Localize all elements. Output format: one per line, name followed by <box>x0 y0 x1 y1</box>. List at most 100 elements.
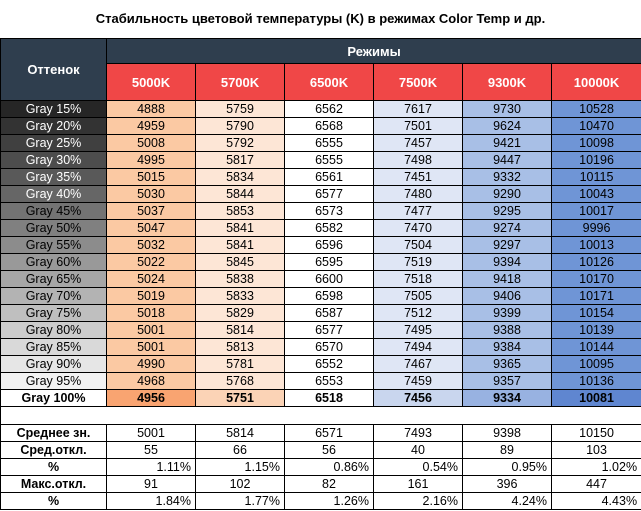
temperature-cell: 6595 <box>284 253 374 271</box>
table-row: Gray 95% 4968 5768 6553 7459 9357 10136 <box>0 372 641 390</box>
temperature-cell: 10115 <box>550 168 641 186</box>
temperature-cell: 6518 <box>284 389 374 407</box>
temperature-cell: 4995 <box>106 151 196 169</box>
temperature-cell: 5037 <box>106 202 196 220</box>
temperature-cell: 7504 <box>373 236 463 254</box>
stats-cell: 1.15% <box>195 458 285 476</box>
temperature-cell: 4968 <box>106 372 196 390</box>
stats-body: Среднее зн. 5001 5814 6571 7493 9398 10150 Сред… <box>0 406 641 510</box>
temperature-cell: 10043 <box>550 185 641 203</box>
separator-row <box>0 406 641 425</box>
stats-cell: 0.54% <box>373 458 463 476</box>
stats-cell: 0.95% <box>462 458 552 476</box>
temperature-cell: 5047 <box>106 219 196 237</box>
temperature-cell: 10013 <box>550 236 641 254</box>
stats-cell: 66 <box>195 441 285 459</box>
temperature-cell: 5790 <box>195 117 285 135</box>
stats-cell: 161 <box>373 475 463 493</box>
temperature-cell: 7467 <box>373 355 463 373</box>
stats-row: % 1.84% 1.77% 1.26% 2.16% 4.24% 4.43% <box>0 492 641 510</box>
temperature-cell: 5841 <box>195 219 285 237</box>
gray-level-label: Gray 45% <box>0 202 107 220</box>
stats-cell: 1.84% <box>106 492 196 510</box>
stats-cell: 6571 <box>284 424 374 442</box>
temperature-cell: 7470 <box>373 219 463 237</box>
table-row: Gray 85% 5001 5813 6570 7494 9384 10144 <box>0 338 641 356</box>
temperature-cell: 6577 <box>284 321 374 339</box>
temperature-cell: 10144 <box>550 338 641 356</box>
temperature-cell: 9365 <box>462 355 552 373</box>
gray-level-label: Gray 40% <box>0 185 107 203</box>
temperature-cell: 6577 <box>284 185 374 203</box>
temperature-cell: 9334 <box>462 389 552 407</box>
stats-cell: 89 <box>462 441 552 459</box>
stats-cell: 10150 <box>550 424 641 442</box>
temperature-cell: 5853 <box>195 202 285 220</box>
header-group-label: Режимы <box>105 38 641 64</box>
stats-label: Среднее зн. <box>0 424 107 442</box>
temperature-cell: 10136 <box>550 372 641 390</box>
temperature-cell: 10017 <box>550 202 641 220</box>
temperature-cell: 5833 <box>195 287 285 305</box>
temperature-cell: 7519 <box>373 253 463 271</box>
stats-cell: 5001 <box>106 424 196 442</box>
stats-label: % <box>0 458 107 476</box>
gray-level-label: Gray 85% <box>0 338 107 356</box>
temperature-cell: 6553 <box>284 372 374 390</box>
temperature-cell: 9730 <box>462 100 552 118</box>
table-row: Gray 25% 5008 5792 6555 7457 9421 10098 <box>0 134 641 152</box>
temperature-cell: 6587 <box>284 304 374 322</box>
temperature-cell: 5751 <box>195 389 285 407</box>
table-row: Gray 20% 4959 5790 6568 7501 9624 10470 <box>0 117 641 135</box>
stats-row: % 1.11% 1.15% 0.86% 0.54% 0.95% 1.02% <box>0 458 641 476</box>
gray-level-label: Gray 95% <box>0 372 107 390</box>
header-row-label: Оттенок <box>0 38 107 101</box>
temperature-cell: 5015 <box>106 168 196 186</box>
stats-row: Среднее зн. 5001 5814 6571 7493 9398 10150 <box>0 424 641 442</box>
stats-cell: 9398 <box>462 424 552 442</box>
temperature-cell: 4959 <box>106 117 196 135</box>
separator-cell <box>0 406 641 425</box>
temperature-cell: 9388 <box>462 321 552 339</box>
stats-cell: 56 <box>284 441 374 459</box>
stats-row: Макс.откл. 91 102 82 161 396 447 <box>0 475 641 493</box>
temperature-cell: 9274 <box>462 219 552 237</box>
stats-cell: 5814 <box>195 424 285 442</box>
temperature-cell: 5001 <box>106 338 196 356</box>
gray-level-label: Gray 100% <box>0 389 107 407</box>
table-row: Gray 50% 5047 5841 6582 7470 9274 9996 <box>0 219 641 237</box>
gray-level-label: Gray 35% <box>0 168 107 186</box>
temperature-cell: 5768 <box>195 372 285 390</box>
temperature-cell: 5030 <box>106 185 196 203</box>
gray-level-label: Gray 15% <box>0 100 107 118</box>
temperature-cell: 9290 <box>462 185 552 203</box>
temperature-cell: 6555 <box>284 134 374 152</box>
temperature-cell: 9418 <box>462 270 552 288</box>
stats-cell: 4.43% <box>550 492 641 510</box>
temperature-cell: 5032 <box>106 236 196 254</box>
temperature-cell: 5792 <box>195 134 285 152</box>
temperature-cell: 6596 <box>284 236 374 254</box>
temperature-cell: 10470 <box>550 117 641 135</box>
gray-level-label: Gray 70% <box>0 287 107 305</box>
temperature-cell: 9399 <box>462 304 552 322</box>
temperature-cell: 9357 <box>462 372 552 390</box>
temperature-cell: 5759 <box>195 100 285 118</box>
temperature-cell: 5814 <box>195 321 285 339</box>
gray-level-label: Gray 75% <box>0 304 107 322</box>
stats-cell: 7493 <box>373 424 463 442</box>
temperature-cell: 10171 <box>550 287 641 305</box>
temperature-cell: 7505 <box>373 287 463 305</box>
temperature-cell: 10139 <box>550 321 641 339</box>
stats-cell: 103 <box>550 441 641 459</box>
temperature-cell: 5018 <box>106 304 196 322</box>
temperature-cell: 6570 <box>284 338 374 356</box>
stats-label: Макс.откл. <box>0 475 107 493</box>
temperature-cell: 9297 <box>462 236 552 254</box>
table-row: Gray 65% 5024 5838 6600 7518 9418 10170 <box>0 270 641 288</box>
temperature-cell: 5844 <box>195 185 285 203</box>
stats-cell: 40 <box>373 441 463 459</box>
mode-header: 10000K <box>550 63 641 101</box>
temperature-cell: 5829 <box>195 304 285 322</box>
temperature-cell: 7451 <box>373 168 463 186</box>
